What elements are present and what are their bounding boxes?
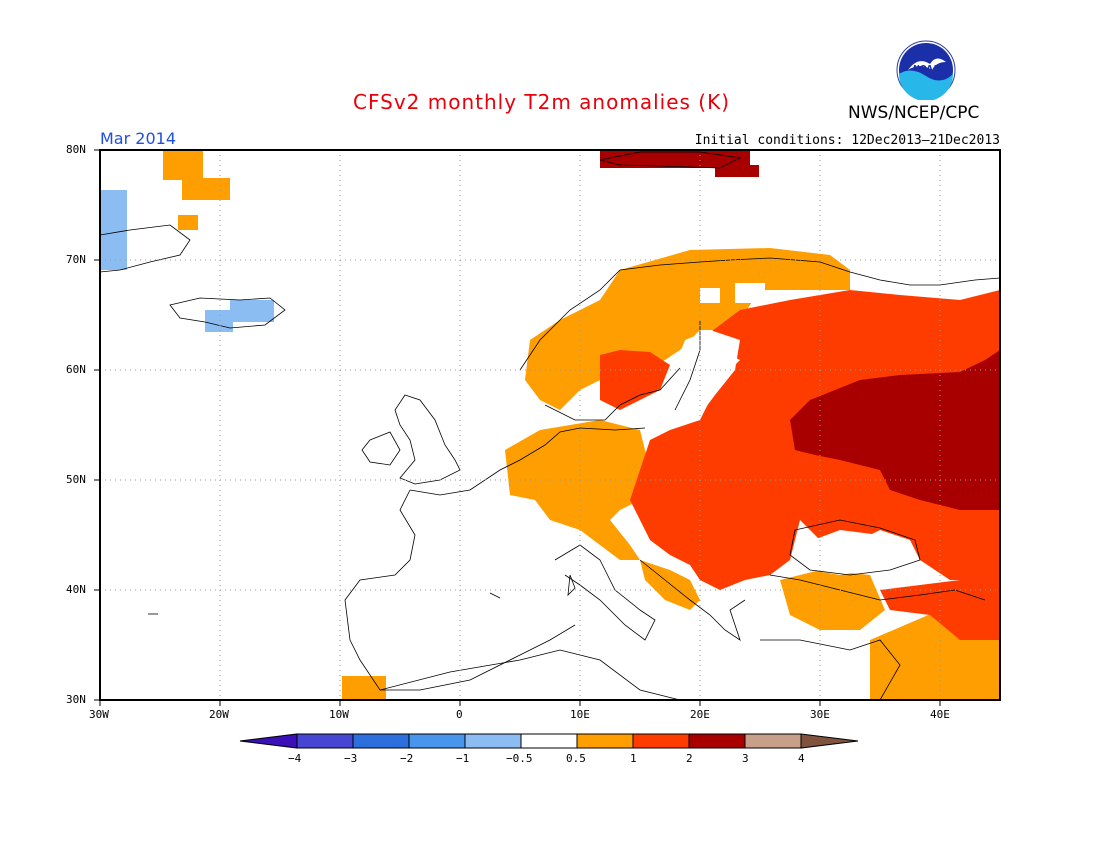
lat-label-50n: 50N (66, 473, 86, 486)
lat-label-40n: 40N (66, 583, 86, 596)
colorbar-label: −4 (288, 752, 302, 765)
colorbar-label: −3 (344, 752, 358, 765)
lon-label-0: 0 (456, 708, 463, 721)
coastlines (99, 151, 1001, 701)
valid-month-label: Mar 2014 (100, 129, 176, 148)
colorbar-label: −2 (400, 752, 414, 765)
axis-ticks (94, 149, 941, 706)
graticule (100, 150, 1000, 700)
colorbar-bin (352, 733, 410, 749)
lon-label-10e: 10E (570, 708, 590, 721)
initial-conditions-label: Initial conditions: 12Dec2013–21Dec2013 (694, 133, 1000, 148)
agency-label: NWS/NCEP/CPC (848, 103, 980, 123)
lat-label-30n: 30N (66, 693, 86, 706)
colorbar-label: 3 (742, 752, 749, 765)
lon-label-20e: 20E (690, 708, 710, 721)
colorbar-bin (576, 733, 634, 749)
lat-label-60n: 60N (66, 363, 86, 376)
warm-darkred-regions (600, 150, 1000, 510)
colorbar-label: 2 (686, 752, 693, 765)
map-frame (99, 149, 1001, 701)
colorbar-bin (520, 733, 578, 749)
noaa-logo-text: NOAA (913, 64, 939, 73)
colorbar-bin (632, 733, 690, 749)
noaa-logo-icon: NOAA (896, 40, 956, 100)
colorbar-label: 0.5 (566, 752, 586, 765)
lon-label-20w: 20W (209, 708, 229, 721)
colorbar-bin (688, 733, 746, 749)
colorbar-high-arrow (800, 733, 859, 749)
lon-label-30w: 30W (89, 708, 109, 721)
lat-label-70n: 70N (66, 253, 86, 266)
colorbar-bin (744, 733, 802, 749)
colorbar-bin (296, 733, 354, 749)
colorbar (239, 733, 859, 749)
colorbar-bin (464, 733, 522, 749)
cold-anomaly-regions (101, 190, 274, 332)
map-title: CFSv2 monthly T2m anomalies (K) (353, 90, 730, 114)
colorbar-label: 1 (630, 752, 637, 765)
neutral-regions (665, 283, 900, 575)
colorbar-low-arrow (239, 733, 298, 749)
lon-label-30e: 30E (810, 708, 830, 721)
colorbar-bin (408, 733, 466, 749)
colorbar-label: −0.5 (506, 752, 533, 765)
lat-label-80n: 80N (66, 143, 86, 156)
colorbar-label: 4 (798, 752, 805, 765)
lon-label-10w: 10W (329, 708, 349, 721)
lon-label-40e: 40E (930, 708, 950, 721)
colorbar-label: −1 (456, 752, 470, 765)
